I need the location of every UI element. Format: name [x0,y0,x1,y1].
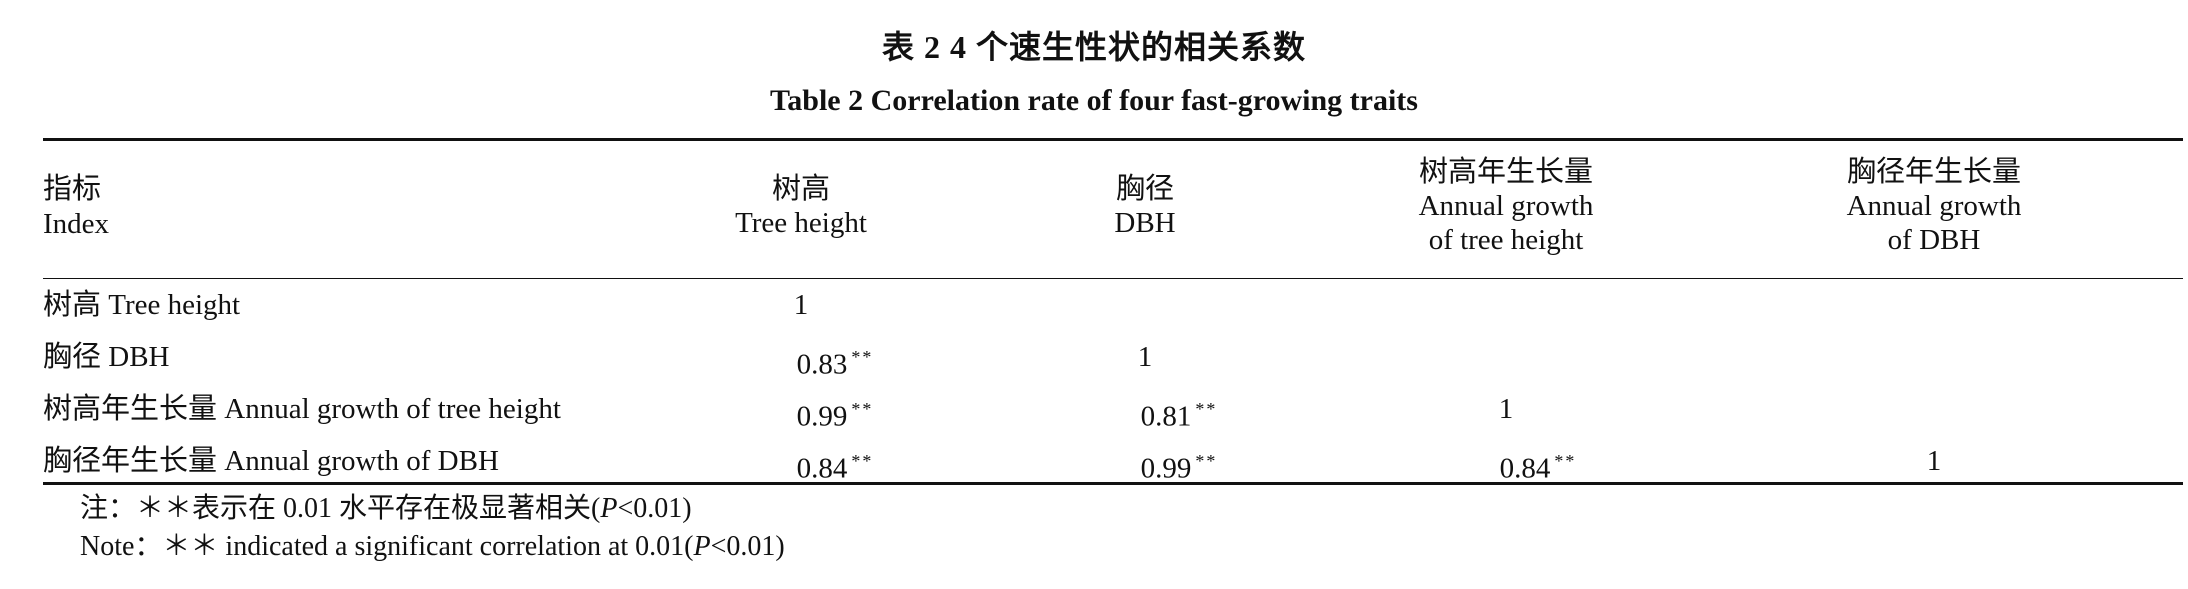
header-tree-height: 树高 Tree height [735,172,867,240]
header-index: 指标 Index [43,172,109,242]
table-title-english: Table 2 Correlation rate of four fast-gr… [770,84,1418,117]
header-index-zh: 指标 [43,173,102,205]
cell-r3-c1: 0.99 ** [796,399,874,433]
cell-r4-c4: 1 [1926,445,1942,477]
table-header-rule [43,278,2183,279]
footnote-english: Note：＊＊ indicated a significant correlat… [80,531,785,562]
cell-r4-c1: 0.84 ** [796,451,874,485]
header-tree-height-en: Tree height [735,207,867,239]
row-label-annual-growth-dbh: 胸径年生长量 Annual growth of DBH [43,445,499,477]
header-annual-growth-tree-height: 树高年生长量 Annual growth of tree height [1419,155,1594,257]
cell-r1-c1: 1 [793,289,809,321]
header-dbh: 胸径 DBH [1114,172,1175,240]
header-dbh-en: DBH [1114,207,1176,239]
cell-r4-c3: 0.84 ** [1499,451,1577,485]
header-agth-en1: Annual growth [1418,190,1594,222]
cell-r3-c3: 1 [1498,393,1514,425]
table-top-rule [43,138,2183,141]
header-annual-growth-dbh: 胸径年生长量 Annual growth of DBH [1847,155,2022,257]
table-bottom-rule [43,482,2183,485]
header-tree-height-zh: 树高 [771,173,830,205]
header-dbh-zh: 胸径 [1115,173,1175,205]
row-label-tree-height: 树高 Tree height [43,289,241,321]
header-agth-en2: of tree height [1428,224,1584,256]
cell-r3-c2: 0.81 ** [1140,399,1218,433]
header-agdbh-en2: of DBH [1887,224,1981,256]
footnote-chinese: 注：＊＊表示在 0.01 水平存在极显著相关(P<0.01) [80,493,692,524]
header-agdbh-zh: 胸径年生长量 [1846,156,2021,188]
cell-r2-c2: 1 [1137,341,1153,373]
table-title-chinese: 表 2 4 个速生性状的相关系数 [881,29,1306,65]
row-label-annual-growth-tree-height: 树高年生长量 Annual growth of tree height [43,393,561,425]
cell-r2-c1: 0.83 ** [796,347,874,381]
cell-r4-c2: 0.99 ** [1140,451,1218,485]
header-agth-zh: 树高年生长量 [1418,156,1593,188]
header-agdbh-en1: Annual growth [1846,190,2022,222]
header-index-en: Index [43,208,110,240]
row-label-dbh: 胸径 DBH [43,341,170,373]
